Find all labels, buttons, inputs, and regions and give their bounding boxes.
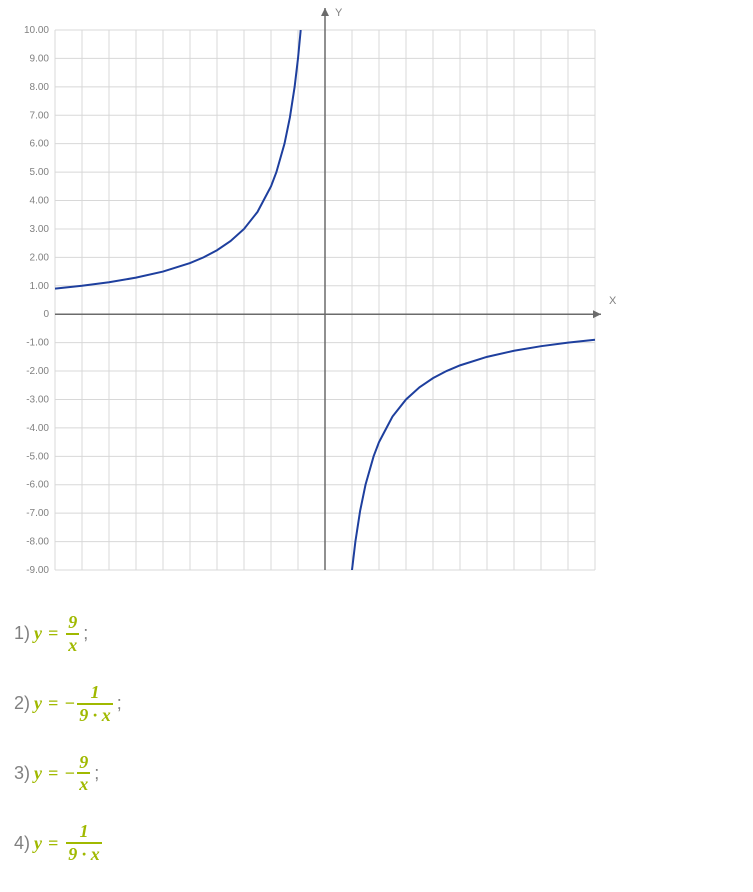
svg-text:8.00: 8.00 — [30, 82, 50, 93]
svg-text:-4.00: -4.00 — [26, 423, 49, 434]
svg-text:9.00: 9.00 — [30, 53, 50, 64]
svg-text:5.00: 5.00 — [30, 167, 50, 178]
svg-text:-5.00: -5.00 — [26, 451, 49, 462]
option-number: 1) — [14, 623, 30, 644]
option-number: 4) — [14, 833, 30, 854]
svg-text:0: 0 — [43, 309, 49, 320]
svg-text:-9.00: -9.00 — [26, 565, 49, 575]
svg-text:-7.00: -7.00 — [26, 508, 49, 519]
option-3: 3) y = − 9 x ; — [14, 753, 753, 795]
svg-text:6.00: 6.00 — [30, 139, 50, 150]
svg-text:-6.00: -6.00 — [26, 480, 49, 491]
option-1: 1) y = 9 x ; — [14, 613, 753, 655]
option-number: 2) — [14, 693, 30, 714]
svg-text:Y: Y — [335, 7, 343, 19]
svg-text:3.00: 3.00 — [30, 224, 50, 235]
svg-text:1.00: 1.00 — [30, 281, 50, 292]
answer-options: 1) y = 9 x ; 2) y = − 1 9 · x ; 3) — [0, 575, 753, 864]
option-4: 4) y = 1 9 · x — [14, 822, 753, 864]
svg-text:4.00: 4.00 — [30, 196, 50, 207]
formula-1: y = 9 x — [34, 613, 81, 655]
formula-3: y = − 9 x — [34, 753, 92, 795]
svg-text:-1.00: -1.00 — [26, 338, 49, 349]
svg-text:2.00: 2.00 — [30, 252, 50, 263]
option-2: 2) y = − 1 9 · x ; — [14, 683, 753, 725]
formula-4: y = 1 9 · x — [34, 822, 104, 864]
svg-text:X: X — [609, 295, 617, 307]
svg-text:-8.00: -8.00 — [26, 537, 49, 548]
svg-text:-2.00: -2.00 — [26, 366, 49, 377]
hyperbola-chart: 10.00 9.00 8.00 7.00 6.00 5.00 4.00 3.00 2.00 1.0… — [0, 0, 620, 575]
svg-text:10.00: 10.00 — [24, 25, 49, 36]
formula-2: y = − 1 9 · x — [34, 683, 115, 725]
svg-text:7.00: 7.00 — [30, 110, 50, 121]
chart-svg: 10.00 9.00 8.00 7.00 6.00 5.00 4.00 3.00 2.00 1.0… — [0, 0, 620, 575]
svg-text:-3.00: -3.00 — [26, 394, 49, 405]
option-number: 3) — [14, 763, 30, 784]
